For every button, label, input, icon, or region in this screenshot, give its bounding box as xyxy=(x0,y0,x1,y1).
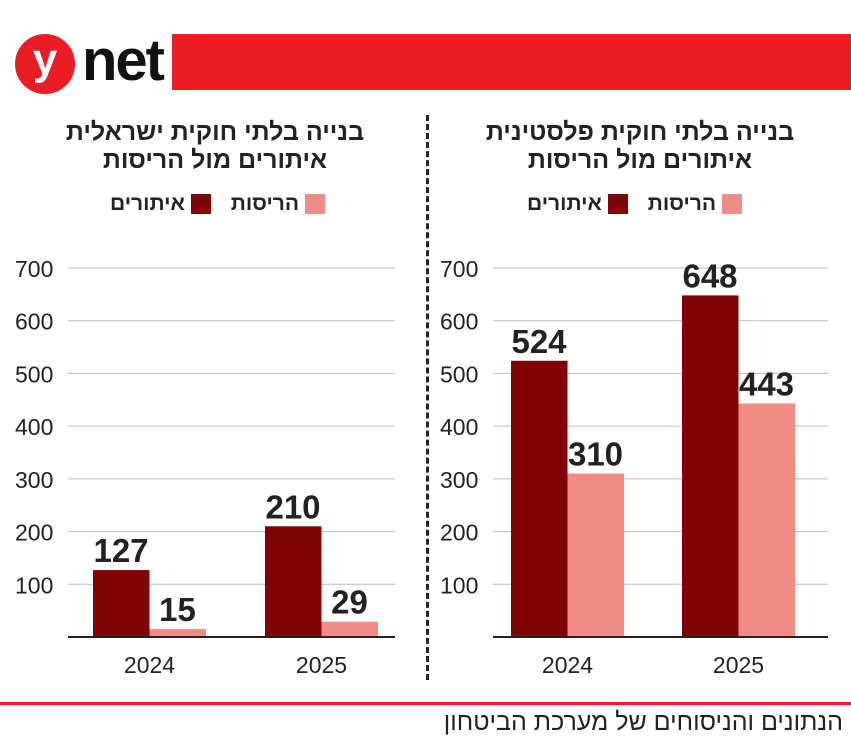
y-tick-label: 700 xyxy=(440,256,478,282)
footer-source: הנתונים והניסוחים של מערכת הביטחון xyxy=(443,708,843,736)
footer-line xyxy=(0,702,851,705)
bar-demolitions-2025 xyxy=(738,403,795,637)
divider xyxy=(426,115,429,680)
data-label: 310 xyxy=(568,436,623,473)
legend-label-demolitions: הריסות xyxy=(647,192,717,215)
y-tick-label: 700 xyxy=(15,256,53,282)
y-tick-label: 200 xyxy=(15,520,53,546)
header-bar xyxy=(172,34,851,90)
data-label: 127 xyxy=(93,532,148,569)
y-tick-label: 100 xyxy=(15,572,53,598)
chart-title-palestinian: בנייה בלתי חוקית פלסטינית איתורים מול הר… xyxy=(430,118,850,174)
bar-demolitions-2024 xyxy=(149,629,206,637)
bar-demolitions-2024 xyxy=(567,473,624,637)
y-tick-label: 500 xyxy=(15,361,53,387)
legend-swatch-detections xyxy=(190,194,211,214)
x-tick-label: 2025 xyxy=(296,652,347,678)
title-line: בנייה בלתי חוקית ישראלית xyxy=(65,118,365,146)
data-label: 15 xyxy=(159,591,196,628)
bar-detections-2025 xyxy=(682,295,739,637)
y-tick-label: 400 xyxy=(15,414,53,440)
data-label: 524 xyxy=(511,323,567,360)
chart-title-israeli: בנייה בלתי חוקית ישראלית איתורים מול הרי… xyxy=(5,118,425,174)
subtitle-line: איתורים מול הריסות xyxy=(527,146,753,174)
x-tick-label: 2024 xyxy=(124,652,175,678)
title-line: בנייה בלתי חוקית פלסטינית xyxy=(485,118,795,146)
bar-detections-2024 xyxy=(511,360,568,637)
x-tick-label: 2025 xyxy=(713,652,764,678)
legend-right: הריסות איתורים xyxy=(527,192,743,216)
logo-y: y xyxy=(32,35,58,84)
y-tick-label: 400 xyxy=(440,414,478,440)
charts-svg: 100 200 300 400 500 600 700 127 15 2024 210 29 2025 1… xyxy=(15,256,828,678)
y-tick-label: 500 xyxy=(440,361,478,387)
bar-demolitions-2025 xyxy=(321,621,378,637)
logo-net: net xyxy=(82,28,165,93)
data-label: 648 xyxy=(682,257,737,294)
legend-left: הריסות איתורים xyxy=(110,192,326,216)
legend-swatch-demolitions xyxy=(722,194,743,214)
data-label: 443 xyxy=(739,365,794,402)
legend-label-demolitions: הריסות xyxy=(230,192,300,215)
legend-swatch-detections xyxy=(607,194,628,214)
y-tick-label: 100 xyxy=(440,572,478,598)
y-tick-label: 300 xyxy=(440,467,478,493)
bar-detections-2024 xyxy=(93,570,150,637)
ynet-logo: y xyxy=(15,34,75,94)
y-tick-label: 600 xyxy=(15,309,53,335)
data-label: 29 xyxy=(331,584,368,621)
subtitle-line: איתורים מול הריסות xyxy=(102,146,328,174)
y-tick-label: 300 xyxy=(15,467,53,493)
legend-swatch-demolitions xyxy=(305,194,326,214)
data-label: 210 xyxy=(265,488,320,525)
x-tick-label: 2024 xyxy=(542,652,593,678)
legend-label-detections: איתורים xyxy=(527,192,602,215)
y-tick-label: 600 xyxy=(440,309,478,335)
y-tick-label: 200 xyxy=(440,520,478,546)
bar-detections-2025 xyxy=(265,526,322,637)
legend-label-detections: איתורים xyxy=(110,192,185,215)
